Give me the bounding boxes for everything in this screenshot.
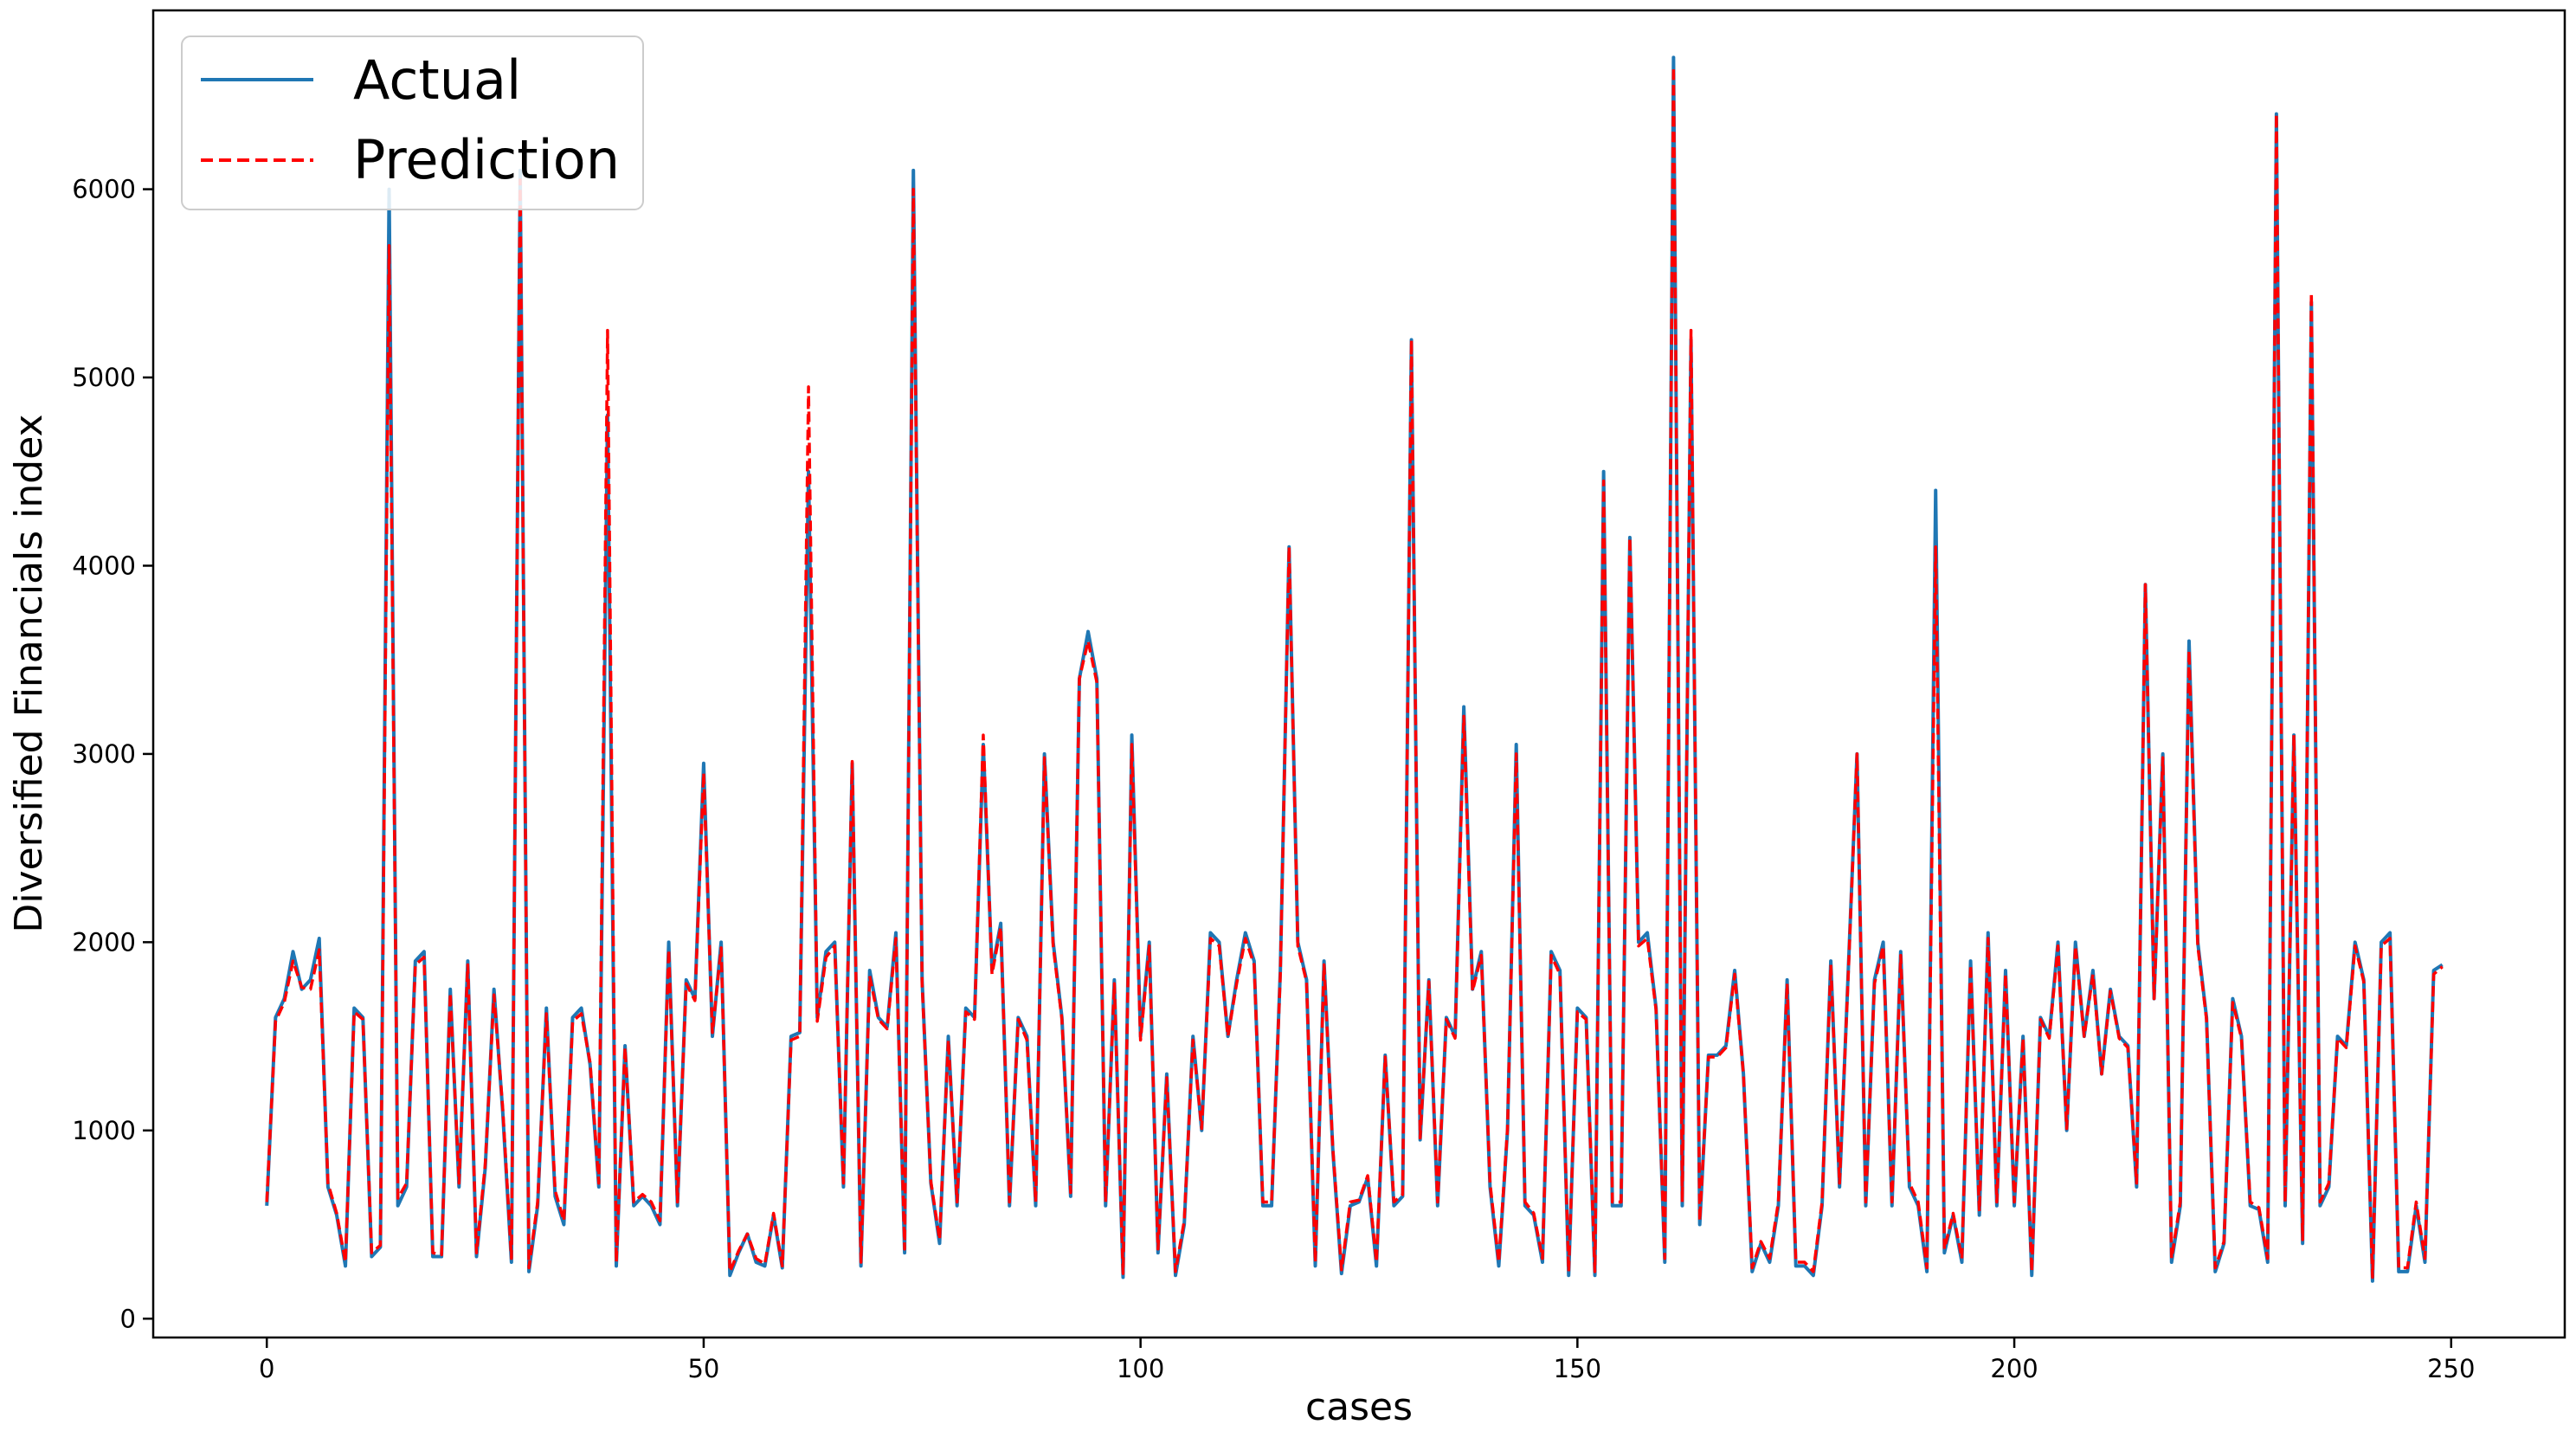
x-tick-label: 150 [1554, 1354, 1601, 1383]
y-axis: 0 1000 2000 3000 4000 5000 6000 [72, 175, 153, 1333]
y-axis-label: Diversified Financials index [7, 414, 51, 932]
y-tick-label: 4000 [72, 551, 136, 580]
series-line-prediction [265, 65, 2444, 1280]
x-tick-label: 50 [687, 1354, 719, 1383]
y-tick-label: 2000 [72, 927, 136, 957]
y-tick-label: 6000 [72, 175, 136, 204]
x-tick-label: 0 [259, 1354, 274, 1383]
legend: Actual Prediction [181, 35, 644, 210]
y-tick-label: 5000 [72, 363, 136, 392]
x-tick-label: 250 [2427, 1354, 2475, 1383]
y-tick-label: 3000 [72, 739, 136, 769]
y-tick-label: 0 [120, 1304, 136, 1333]
x-tick-label: 100 [1117, 1354, 1164, 1383]
x-axis-label: cases [1305, 1385, 1413, 1429]
series-layer [265, 55, 2444, 1283]
x-axis: 0 50 100 150 200 250 [259, 1338, 2475, 1383]
plot-frame [151, 9, 2566, 1339]
x-tick-label: 200 [1990, 1354, 2038, 1383]
legend-actual-label: Actual [353, 48, 521, 112]
legend-prediction-label: Prediction [353, 128, 620, 191]
series-line-actual [265, 55, 2444, 1283]
y-tick-label: 1000 [72, 1116, 136, 1145]
